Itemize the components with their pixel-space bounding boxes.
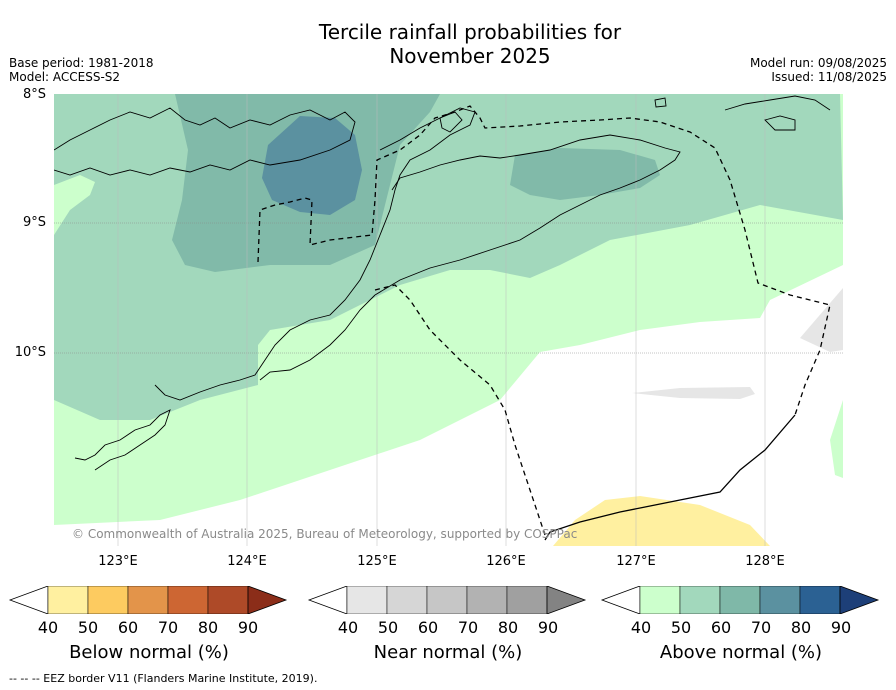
colorbar-segment <box>799 585 841 615</box>
cb1-tick-90: 90 <box>537 618 559 637</box>
model-text: Model: ACCESS-S2 <box>9 70 121 84</box>
colorbar-below-normal-title: Below normal (%) <box>69 642 229 663</box>
lon-label-123e: 123°E <box>98 554 138 569</box>
lat-label-10s: 10°S <box>14 345 46 360</box>
colorbar-above-normal-ticks: 40 50 60 70 80 90 <box>600 618 882 638</box>
title-line-1: Tercile rainfall probabilities for <box>318 20 622 44</box>
map-title: Tercile rainfall probabilities for Novem… <box>270 20 670 68</box>
colorbar-segment <box>639 585 681 615</box>
cb1-tick-70: 70 <box>457 618 479 637</box>
near-normal-patch-2 <box>632 387 755 399</box>
colorbar-near-normal-graphic <box>307 585 587 615</box>
colorbar-right-extension <box>839 585 880 615</box>
near-normal-patch-1 <box>800 288 843 352</box>
cb0-tick-70: 70 <box>157 618 179 637</box>
below-normal-patch <box>553 496 770 546</box>
colorbar-segment <box>506 585 548 615</box>
colorbar-segment <box>386 585 428 615</box>
cb2-tick-80: 80 <box>790 618 812 637</box>
lon-label-125e: 125°E <box>357 554 397 569</box>
eez-border-solid <box>544 414 796 541</box>
lon-label-124e: 124°E <box>227 554 267 569</box>
colorbar-segment <box>47 585 89 615</box>
cb0-tick-90: 90 <box>237 618 259 637</box>
base-period-text: Base period: 1981-2018 <box>9 56 154 70</box>
colorbar-right-extension <box>546 585 587 615</box>
colorbar-segment <box>127 585 169 615</box>
cb0-tick-40: 40 <box>37 618 59 637</box>
cb2-tick-40: 40 <box>630 618 652 637</box>
cb2-tick-70: 70 <box>750 618 772 637</box>
cb0-tick-50: 50 <box>77 618 99 637</box>
cb0-tick-80: 80 <box>197 618 219 637</box>
colorbar-segment <box>207 585 249 615</box>
cb2-tick-60: 60 <box>710 618 732 637</box>
meta-left: Base period: 1981-2018 Model: ACCESS-S2 <box>9 56 154 84</box>
colorbar-above-normal-title: Above normal (%) <box>659 642 823 663</box>
cb1-tick-60: 60 <box>417 618 439 637</box>
title-line-2: November 2025 <box>389 44 551 68</box>
colorbar-near-normal-title: Near normal (%) <box>373 642 523 663</box>
above-normal-40-region-2 <box>54 352 540 525</box>
eez-border <box>257 105 831 536</box>
eez-footer-note: -- -- -- EEZ border V11 (Flanders Marine… <box>9 672 318 685</box>
cb1-tick-50: 50 <box>377 618 399 637</box>
colorbar-segment <box>466 585 508 615</box>
colorbar-segment <box>167 585 209 615</box>
colorbar-left-extension <box>8 585 49 615</box>
above-normal-70-region <box>262 116 362 215</box>
colorbar-segment <box>719 585 761 615</box>
colorbar-below-normal-graphic <box>8 585 288 615</box>
colorbar-near-normal-ticks: 40 50 60 70 80 90 <box>307 618 589 638</box>
above-normal-40-east <box>830 400 843 478</box>
colorbar-above-normal: 40 50 60 70 80 90 Above normal (%) <box>600 585 882 671</box>
colorbar-above-normal-graphic <box>600 585 880 615</box>
meta-right: Model run: 09/08/2025 Issued: 11/08/2025 <box>750 56 887 84</box>
colorbar-segment <box>426 585 468 615</box>
colorbar-segment <box>87 585 129 615</box>
cb1-tick-80: 80 <box>497 618 519 637</box>
lon-label-127e: 127°E <box>616 554 656 569</box>
cb1-tick-40: 40 <box>337 618 359 637</box>
colorbar-near-normal: 40 50 60 70 80 90 Near normal (%) <box>307 585 589 671</box>
colorbar-below-normal-ticks: 40 50 60 70 80 90 <box>8 618 290 638</box>
cb2-tick-90: 90 <box>830 618 852 637</box>
lat-label-9s: 9°S <box>22 215 46 230</box>
issued-text: Issued: 11/08/2025 <box>771 70 887 84</box>
colorbar-left-extension <box>307 585 348 615</box>
cb0-tick-60: 60 <box>117 618 139 637</box>
colorbar-segment <box>759 585 801 615</box>
colorbar-right-extension <box>247 585 288 615</box>
model-run-text: Model run: 09/08/2025 <box>749 56 887 70</box>
colorbar-below-normal: 40 50 60 70 80 90 Below normal (%) <box>8 585 290 671</box>
lon-label-128e: 128°E <box>745 554 785 569</box>
copyright-text: © Commonwealth of Australia 2025, Bureau… <box>72 527 578 541</box>
lon-label-126e: 126°E <box>486 554 526 569</box>
colorbar-segment <box>346 585 388 615</box>
cb2-tick-50: 50 <box>670 618 692 637</box>
colorbar-left-extension <box>600 585 641 615</box>
lat-label-8s: 8°S <box>22 87 46 102</box>
colorbar-segment <box>679 585 721 615</box>
